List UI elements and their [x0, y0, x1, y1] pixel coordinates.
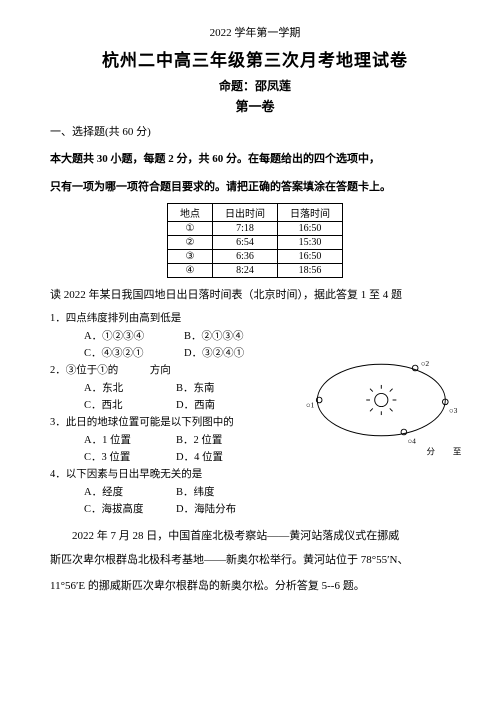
cell: 8:24 — [213, 264, 278, 278]
q3-text: 此日的地球位置可能是以下列图中的 — [66, 417, 234, 428]
orbit-label-3: ○3 — [449, 407, 458, 416]
table-header-row: 地点 日出时间 日落时间 — [168, 204, 343, 222]
cell: 16:50 — [278, 250, 343, 264]
orbit-label-1: ○1 — [306, 401, 315, 410]
q3-opt-d: D．4 位置 — [176, 449, 268, 466]
cell: 6:54 — [213, 236, 278, 250]
q2-opt-c: C．西北 — [84, 397, 176, 414]
q4-opt-c: C．海拔高度 — [84, 501, 176, 518]
table-row: ④ 8:24 18:56 — [168, 264, 343, 278]
q2-opt-d: D．西南 — [176, 397, 268, 414]
q2-text: ③位于①的 方向 — [66, 365, 171, 376]
table-row: ② 6:54 15:30 — [168, 236, 343, 250]
q3-opt-c: C．3 位置 — [84, 449, 176, 466]
author-line: 命题：邵凤莲 — [50, 77, 460, 94]
context-para-3: 11°56′E 的挪威斯匹次卑尔根群岛的新奥尔松。分析答复 5--6 题。 — [50, 575, 460, 597]
orbit-diagram: ○1 ○2 ○3 ○4 分 至 — [306, 340, 466, 460]
cell: 7:18 — [213, 222, 278, 236]
table-row: ① 7:18 16:50 — [168, 222, 343, 236]
part-label: 第一卷 — [50, 96, 460, 115]
cell: ② — [168, 236, 213, 250]
col-sunrise: 日出时间 — [213, 204, 278, 222]
sun-icon — [366, 385, 396, 415]
orbit-label-2: ○2 — [421, 359, 430, 368]
col-sunset: 日落时间 — [278, 204, 343, 222]
context-para-2: 斯匹次卑尔根群岛北极科考基地——新奥尔松举行。黄河站位于 78°55′N、 — [50, 549, 460, 571]
cell: ④ — [168, 264, 213, 278]
cell: 18:56 — [278, 264, 343, 278]
orbit-axis-left: 分 — [426, 447, 435, 457]
q1-opt-c: C．④③②① — [84, 345, 184, 362]
q1-opt-a: A．①②③④ — [84, 328, 184, 345]
semester-line: 2022 学年第一学期 — [50, 24, 460, 40]
q4-opt-d: D．海陆分布 — [176, 501, 268, 518]
q1-opt-d: D．③②④① — [184, 345, 284, 362]
q4-opt-a: A．经度 — [84, 484, 176, 501]
cell: 15:30 — [278, 236, 343, 250]
q3-num: 3． — [50, 417, 66, 428]
q3-opt-a: A．1 位置 — [84, 432, 176, 449]
section-heading: 一、选择题(共 60 分) — [50, 123, 460, 139]
cell: 6:36 — [213, 250, 278, 264]
q1-opt-b: B．②①③④ — [184, 328, 284, 345]
q4-num: 4． — [50, 469, 66, 480]
question-4: 4．以下因素与日出早晚无关的是 A．经度B．纬度 C．海拔高度D．海陆分布 — [50, 466, 460, 518]
page-title: 杭州二中高三年级第三次月考地理试卷 — [50, 46, 460, 71]
intro-line-2: 只有一项为哪一项符合题目要求的。请把正确的答案填涂在答题卡上。 — [50, 175, 460, 199]
q2-opt-b: B．东南 — [176, 380, 268, 397]
cell: ③ — [168, 250, 213, 264]
q2-num: 2． — [50, 365, 66, 376]
cell: 16:50 — [278, 222, 343, 236]
q1-num: 1． — [50, 313, 66, 324]
sunrise-sunset-table: 地点 日出时间 日落时间 ① 7:18 16:50 ② 6:54 15:30 ③… — [167, 203, 343, 278]
orbit-ellipse — [317, 365, 445, 437]
question-group-stem: 读 2022 年某日我国四地日出日落时间表（北京时间），据此答复 1 至 4 题 — [50, 284, 460, 306]
q1-text: 四点纬度排列由高到低是 — [66, 313, 182, 324]
orbit-axis-right: 至 — [453, 447, 462, 457]
col-place: 地点 — [168, 204, 213, 222]
q3-opt-b: B．2 位置 — [176, 432, 268, 449]
intro-line-1: 本大题共 30 小题，每题 2 分，共 60 分。在每题给出的四个选项中， — [50, 147, 460, 171]
q4-opt-b: B．纬度 — [176, 484, 268, 501]
q2-opt-a: A．东北 — [84, 380, 176, 397]
q4-text: 以下因素与日出早晚无关的是 — [66, 469, 203, 480]
context-para-1: 2022 年 7 月 28 日，中国首座北极考察站——黄河站落成仪式在挪威 — [50, 524, 460, 549]
orbit-label-4: ○4 — [408, 437, 417, 446]
cell: ① — [168, 222, 213, 236]
table-row: ③ 6:36 16:50 — [168, 250, 343, 264]
